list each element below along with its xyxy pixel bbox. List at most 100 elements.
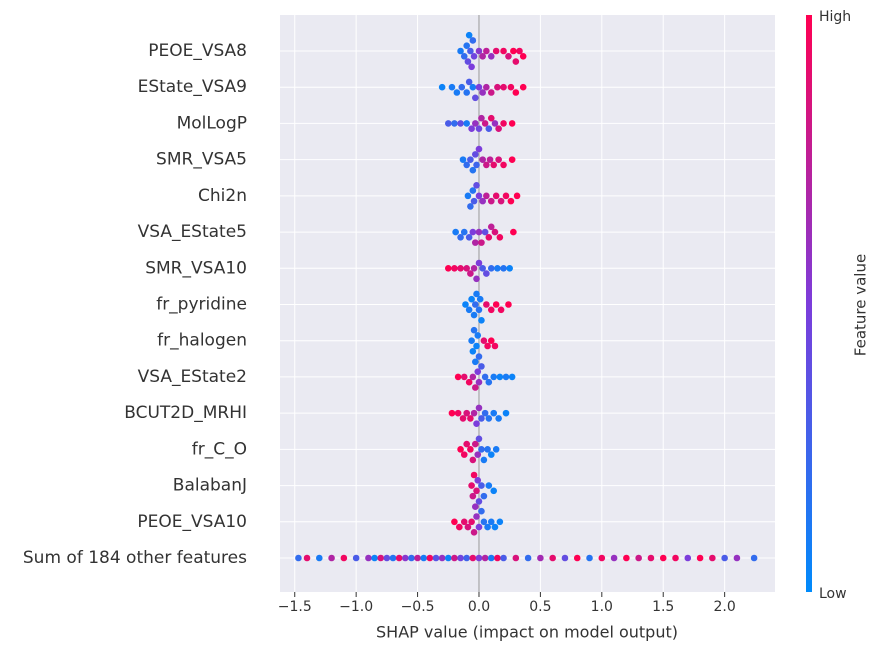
shap-point [470, 264, 478, 272]
shap-point [420, 554, 428, 562]
shap-point [467, 203, 474, 210]
shap-point [457, 264, 464, 272]
shap-point [454, 373, 462, 381]
colorbar-label: Feature value [852, 254, 870, 356]
shap-point [500, 120, 507, 127]
shap-point [401, 554, 409, 562]
shap-point [459, 156, 467, 163]
shap-point [454, 409, 462, 417]
shap-point [463, 264, 470, 272]
shap-point [497, 197, 505, 205]
shap-point [496, 518, 504, 526]
shap-point [473, 290, 480, 298]
shap-point [469, 83, 477, 91]
shap-point [490, 487, 498, 495]
shap-point [485, 125, 493, 133]
shap-point [485, 234, 493, 241]
shap-point [478, 363, 485, 370]
shap-point [469, 554, 477, 562]
shap-point [465, 31, 473, 39]
shap-point [721, 554, 728, 562]
shap-point [471, 503, 479, 510]
shap-point [478, 507, 485, 515]
feature-label: PEOE_VSA8 [148, 41, 247, 61]
shap-point [507, 83, 515, 91]
shap-point [471, 301, 479, 308]
shap-point [512, 58, 520, 65]
shap-point [470, 409, 478, 417]
shap-point [470, 197, 478, 205]
shap-point [474, 451, 482, 458]
shap-point [474, 332, 482, 339]
feature-label: BCUT2D_MRHI [124, 403, 247, 423]
shap-point [480, 492, 488, 500]
shap-point [512, 89, 520, 96]
shap-point [475, 353, 483, 360]
shap-point [460, 451, 468, 458]
shap-point [476, 295, 484, 303]
shap-point [471, 440, 479, 448]
x-tick-label: −1.0 [339, 599, 373, 615]
shap-point [479, 52, 486, 60]
shap-point [328, 554, 335, 562]
shap-point [470, 311, 478, 319]
shap-point [469, 492, 477, 500]
shap-point [474, 476, 482, 484]
shap-point [485, 378, 493, 386]
shap-point [465, 78, 473, 86]
shap-point [487, 52, 495, 60]
shap-point [463, 409, 470, 417]
shap-point [492, 446, 500, 453]
shap-point [561, 554, 569, 562]
shap-point [647, 554, 655, 562]
shap-point [460, 373, 468, 381]
shap-point [491, 228, 499, 236]
shap-point [494, 554, 501, 562]
shap-point [471, 358, 479, 366]
shap-point [492, 301, 500, 308]
shap-point [492, 47, 500, 55]
feature-label: BalabanJ [173, 476, 247, 496]
feature-label: fr_pyridine [156, 295, 247, 315]
x-tick-label: 0.0 [468, 599, 490, 615]
x-tick-label: 1.0 [591, 599, 613, 615]
feature-label: SMR_VSA10 [145, 258, 247, 278]
shap-point [389, 554, 397, 562]
feature-label: PEOE_VSA10 [137, 512, 247, 532]
shap-point [483, 161, 490, 169]
shap-point [474, 368, 482, 375]
shap-point [508, 156, 516, 163]
shap-point [495, 156, 502, 163]
shap-point [467, 270, 474, 277]
shap-point [457, 120, 464, 127]
shap-point [340, 554, 348, 562]
shap-point [494, 264, 501, 272]
shap-point [505, 52, 512, 60]
shap-point [451, 264, 458, 272]
shap-point [475, 435, 483, 443]
shap-point [512, 554, 520, 562]
shap-point [467, 156, 474, 163]
shap-point [383, 554, 391, 562]
shap-point [487, 89, 495, 96]
shap-point [495, 125, 502, 133]
shap-point [497, 306, 505, 314]
shap-point [478, 415, 485, 422]
shap-point [507, 197, 515, 205]
shap-point [502, 192, 510, 200]
feature-label: Sum of 184 other features [23, 548, 247, 568]
shap-point [479, 89, 486, 96]
shap-point [464, 523, 472, 531]
shap-point [490, 373, 498, 381]
shap-point [487, 114, 495, 122]
shap-point [460, 228, 468, 236]
shap-point [457, 554, 464, 562]
shap-point [508, 120, 516, 127]
shap-point [451, 554, 458, 562]
x-tick-label: 2.0 [714, 599, 736, 615]
shap-point [623, 554, 630, 562]
shap-point [485, 482, 493, 489]
shap-point [457, 47, 464, 55]
shap-point [478, 114, 485, 122]
shap-point [467, 446, 474, 453]
